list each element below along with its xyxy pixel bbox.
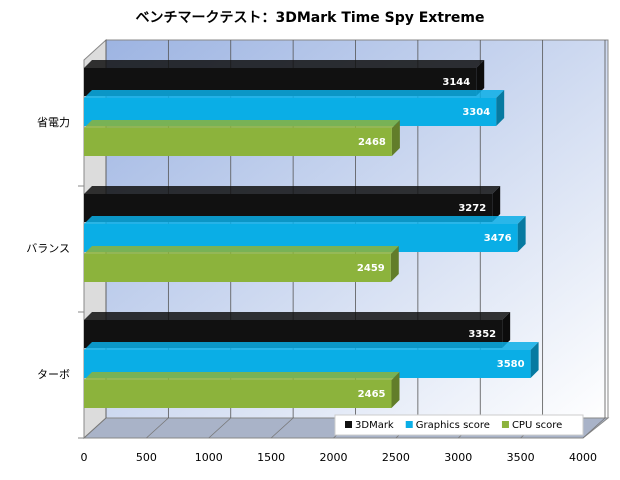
x-tick-label: 2500 bbox=[382, 451, 410, 464]
bar-top bbox=[84, 312, 511, 320]
value-label: 3144 bbox=[442, 77, 470, 88]
legend-label: 3DMark bbox=[355, 420, 394, 431]
x-tick-label: 2000 bbox=[320, 451, 348, 464]
x-tick-label: 4000 bbox=[569, 451, 597, 464]
bar-top bbox=[84, 372, 400, 380]
x-tick-label: 3500 bbox=[507, 451, 535, 464]
y-tick-label: バランス bbox=[26, 242, 70, 255]
legend-label: Graphics score bbox=[416, 420, 490, 431]
bar-side bbox=[517, 216, 526, 252]
value-label: 2465 bbox=[358, 389, 386, 400]
chart-title: ベンチマークテスト：3DMark Time Spy Extreme bbox=[135, 10, 484, 26]
value-label: 2459 bbox=[357, 263, 385, 274]
value-label: 3476 bbox=[484, 233, 512, 244]
value-label: 2468 bbox=[358, 137, 386, 148]
legend-label: CPU score bbox=[512, 420, 562, 431]
bar-side bbox=[391, 120, 400, 156]
y-tick-label: ターボ bbox=[37, 368, 70, 381]
floor-grid-line bbox=[270, 417, 294, 439]
value-label: 3272 bbox=[458, 203, 486, 214]
floor-grid-line bbox=[83, 417, 107, 439]
floor-grid-line bbox=[146, 417, 169, 439]
bar-side bbox=[476, 60, 485, 96]
bar-top bbox=[84, 342, 539, 350]
bar bbox=[84, 128, 392, 156]
bar-top bbox=[84, 90, 505, 98]
x-tick-label: 0 bbox=[81, 451, 88, 464]
x-tick-label: 1000 bbox=[195, 451, 223, 464]
x-tick-label: 1500 bbox=[257, 451, 285, 464]
legend-swatch bbox=[501, 421, 509, 428]
value-label: 3352 bbox=[468, 329, 496, 340]
bar-top bbox=[84, 60, 485, 68]
bar-top bbox=[84, 186, 501, 194]
floor-grid-line bbox=[582, 417, 606, 439]
bar bbox=[84, 254, 391, 282]
bar-top bbox=[84, 120, 400, 128]
floor-grid-line bbox=[208, 417, 232, 439]
bar-top bbox=[84, 216, 526, 224]
bar-side bbox=[530, 342, 539, 378]
value-label: 3304 bbox=[462, 107, 490, 118]
bar-top bbox=[84, 246, 399, 254]
y-tick-label: 省電力 bbox=[37, 116, 70, 129]
legend-swatch bbox=[405, 421, 413, 428]
bar bbox=[84, 380, 392, 408]
bar-side bbox=[496, 90, 505, 126]
bar-side bbox=[492, 186, 501, 222]
x-tick-label: 3000 bbox=[444, 451, 472, 464]
value-label: 3580 bbox=[497, 359, 525, 370]
legend bbox=[334, 414, 584, 436]
legend-swatch bbox=[345, 421, 352, 428]
x-tick-label: 500 bbox=[136, 451, 157, 464]
bar-side bbox=[390, 246, 399, 282]
bar-side bbox=[502, 312, 511, 348]
bar-side bbox=[391, 372, 400, 408]
